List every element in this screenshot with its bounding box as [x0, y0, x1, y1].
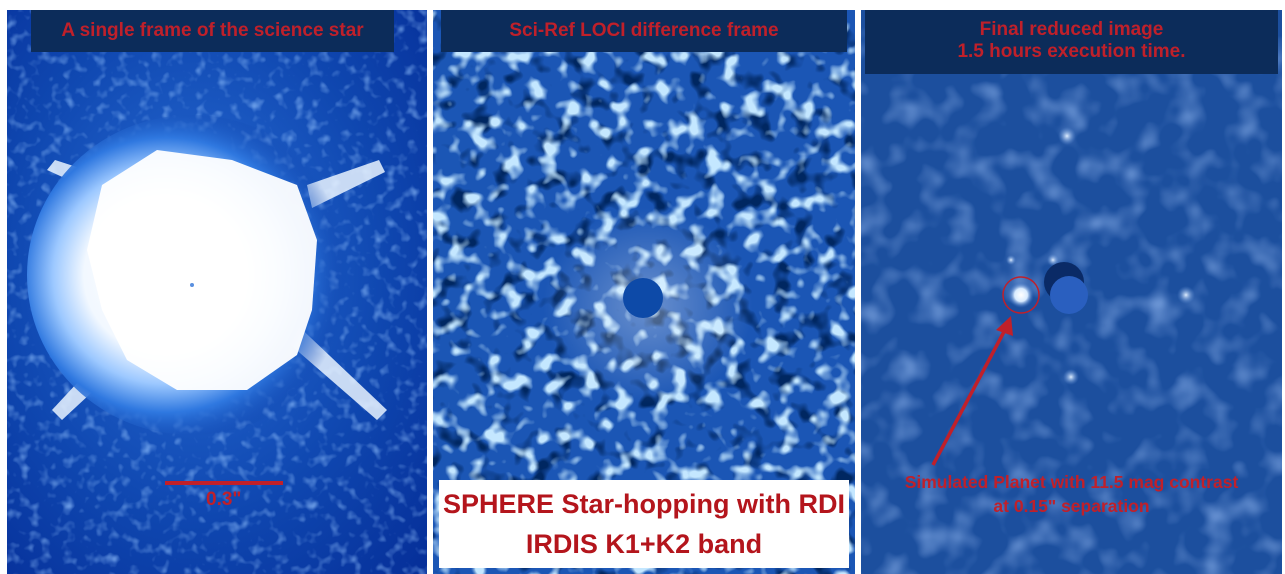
- single-frame-image: [7, 10, 427, 574]
- scale-bar: [165, 481, 283, 485]
- planet-annotation-line1: Simulated Planet with 11.5 mag contrast: [904, 472, 1239, 492]
- arrow-head: [996, 316, 1013, 336]
- single-frame-title: A single frame of the science star: [31, 10, 394, 52]
- final-image-title-line1: Final reduced image: [979, 19, 1164, 40]
- planet-circle-marker: [1002, 276, 1040, 314]
- final-image-title: Final reduced image 1.5 hours execution …: [865, 10, 1278, 74]
- planet-point: [1008, 282, 1034, 308]
- final-image-panel: Final reduced image 1.5 hours execution …: [861, 10, 1282, 574]
- difference-frame-title: Sci-Ref LOCI difference frame: [441, 10, 847, 52]
- planet-annotation: Simulated Planet with 11.5 mag contrast …: [861, 470, 1282, 518]
- coronagraph-mask: [623, 278, 663, 318]
- single-frame-panel: A single frame of the science star 0.3": [7, 10, 427, 574]
- planet-annotation-line2: at 0.15" separation: [993, 496, 1150, 516]
- instrument-info-line1: SPHERE Star-hopping with RDI: [443, 489, 845, 519]
- final-image-title-line2: 1.5 hours execution time.: [957, 41, 1186, 62]
- scale-label: 0.3": [206, 489, 242, 510]
- difference-frame-panel: Sci-Ref LOCI difference frame SPHERE Sta…: [433, 10, 855, 574]
- final-reduced-image: [861, 10, 1282, 574]
- planet-arrow: [931, 327, 1008, 466]
- instrument-info-box: SPHERE Star-hopping with RDI IRDIS K1+K2…: [439, 480, 849, 568]
- instrument-info-line2: IRDIS K1+K2 band: [525, 529, 763, 559]
